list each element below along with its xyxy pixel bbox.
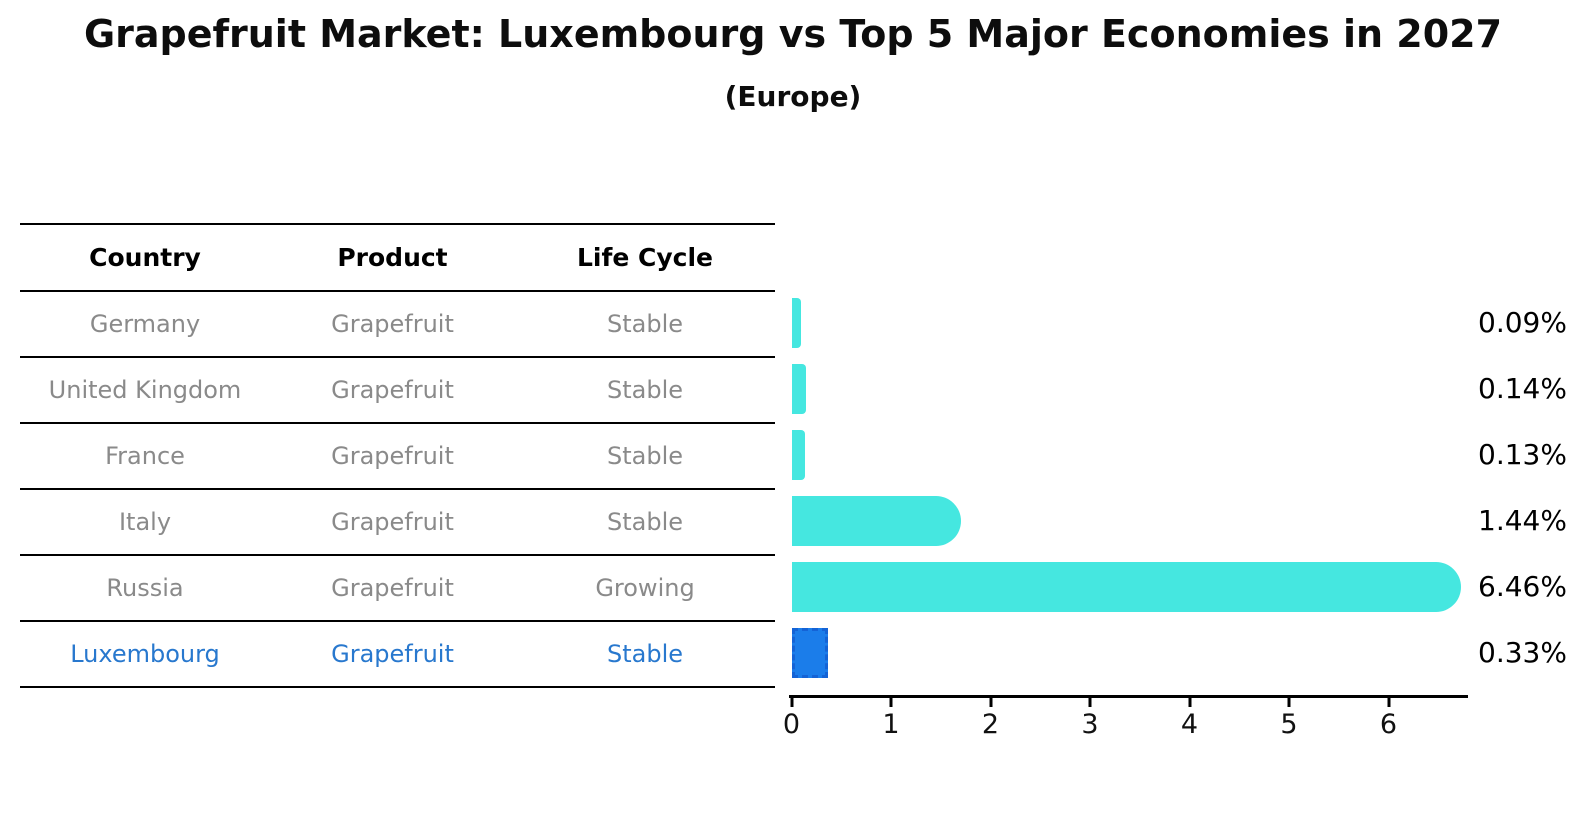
table-cell-life-cycle: Growing — [595, 574, 695, 602]
x-tick-label-1: 1 — [882, 709, 900, 740]
table-cell-product: Grapefruit — [331, 574, 454, 602]
chart-subtitle: (Europe) — [724, 80, 862, 113]
bar-italy — [792, 496, 962, 546]
table-header-row: Country Product Life Cycle — [20, 224, 775, 291]
x-tick-mark-5 — [1287, 698, 1291, 707]
x-tick-label-6: 6 — [1379, 709, 1398, 740]
x-tick-mark-4 — [1188, 698, 1191, 707]
table-header-country: Country — [89, 243, 201, 272]
table-row: Luxembourg Grapefruit Stable — [20, 621, 775, 687]
table-header-life-cycle: Life Cycle — [576, 243, 714, 272]
x-tick-label-0: 0 — [782, 709, 801, 740]
table-cell-life-cycle: Stable — [606, 508, 684, 536]
value-label-italy: 1.44% — [1478, 504, 1567, 537]
table-header-product: Product — [337, 243, 448, 272]
table-row: United Kingdom Grapefruit Stable — [20, 357, 775, 423]
table-cell-product: Grapefruit — [331, 442, 454, 470]
x-tick-label-3: 3 — [1081, 709, 1099, 740]
x-tick-label-4: 4 — [1180, 709, 1199, 740]
table-cell-life-cycle: Stable — [606, 310, 684, 338]
x-tick-mark-2 — [989, 698, 992, 707]
x-tick-label-5: 5 — [1280, 709, 1298, 740]
bar-germany — [792, 298, 801, 348]
table-cell-product: Grapefruit — [331, 310, 454, 338]
table-row: Italy Grapefruit Stable — [20, 489, 775, 555]
table-cell-product: Grapefruit — [331, 376, 454, 404]
table-cell-country: Russia — [106, 574, 184, 602]
x-tick-label-2: 2 — [981, 709, 1000, 740]
x-tick-mark-1 — [889, 698, 893, 707]
table-row: Russia Grapefruit Growing — [20, 555, 775, 621]
table-cell-product: Grapefruit — [331, 640, 454, 668]
table-cell-country: Italy — [118, 508, 172, 536]
table-cell-country: United Kingdom — [48, 376, 242, 404]
value-label-france: 0.13% — [1478, 438, 1567, 471]
value-label-russia: 6.46% — [1478, 570, 1567, 603]
table-cell-life-cycle: Stable — [606, 442, 684, 470]
bar-united-kingdom — [792, 364, 806, 414]
x-tick-mark-3 — [1088, 698, 1092, 707]
table-cell-country: France — [105, 442, 185, 470]
x-axis — [789, 695, 1468, 698]
comparison-table: Country Product Life Cycle Germany Grapef… — [20, 223, 775, 688]
table-cell-country: Germany — [89, 310, 201, 338]
x-tick-mark-0 — [790, 698, 793, 707]
bar-russia — [792, 562, 1461, 612]
chart-title: Grapefruit Market: Luxembourg vs Top 5 M… — [83, 12, 1503, 56]
value-label-luxembourg: 0.33% — [1478, 636, 1567, 669]
value-label-germany: 0.09% — [1478, 306, 1567, 339]
value-label-united-kingdom: 0.14% — [1478, 372, 1567, 405]
table-cell-country: Luxembourg — [70, 640, 220, 668]
table-cell-product: Grapefruit — [331, 508, 454, 536]
table-cell-life-cycle: Stable — [606, 640, 684, 668]
x-tick-mark-6 — [1387, 698, 1390, 707]
table-cell-life-cycle: Stable — [606, 376, 684, 404]
table-row: France Grapefruit Stable — [20, 423, 775, 489]
bar-france — [792, 430, 805, 480]
bar-luxembourg — [792, 628, 828, 678]
table-row: Germany Grapefruit Stable — [20, 291, 775, 357]
